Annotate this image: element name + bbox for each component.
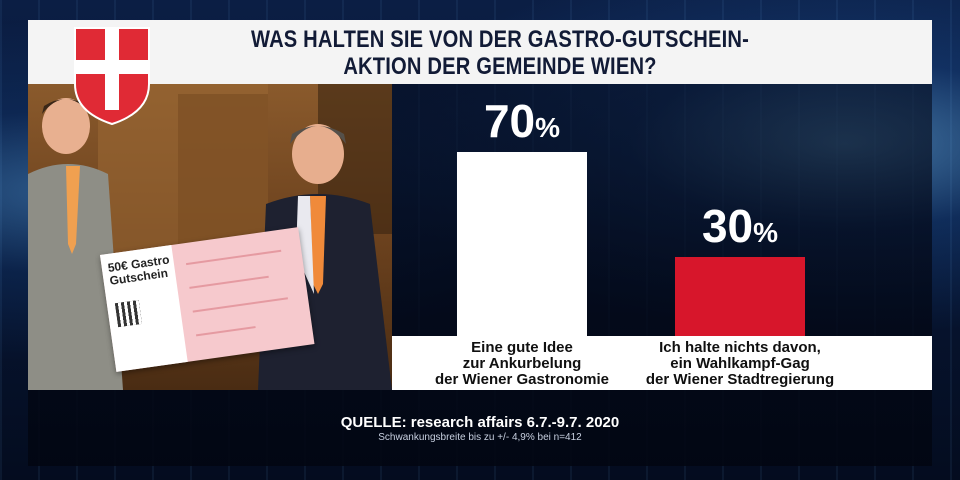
vienna-coat-of-arms-icon [74, 27, 150, 126]
qr-code-icon [114, 300, 142, 328]
title-line-2: AKTION DER GEMEINDE WIEN? [343, 53, 657, 80]
category-line: Eine gute Idee [471, 339, 573, 356]
voucher-line [185, 249, 282, 266]
value-label-gute-idee: 70% [442, 94, 602, 148]
bar-gute-idee [457, 152, 587, 336]
value-label-nichts-davon: 30% [660, 199, 820, 253]
voucher-stub: 50€ Gastro Gutschein [100, 244, 188, 372]
source-line: QUELLE: research affairs 6.7.-9.7. 2020 [340, 414, 620, 431]
voucher-line [192, 297, 288, 313]
category-label-nichts-davon: Ich halte nichts davon, ein Wahlkampf-Ga… [625, 340, 855, 388]
value-unit: % [535, 112, 561, 143]
header-bar [28, 20, 932, 84]
category-line: ein Wahlkampf-Gag [670, 355, 810, 372]
value-number: 70 [483, 95, 536, 147]
category-label-band [392, 336, 932, 390]
title-line-1: WAS HALTEN SIE VON DER GASTRO-GUTSCHEIN- [250, 26, 750, 53]
category-line: der Wiener Stadtregierung [645, 371, 835, 388]
voucher-line [189, 275, 269, 289]
value-unit: % [753, 217, 779, 249]
category-line: zur Ankurbelung [462, 355, 582, 372]
category-line: Ich halte nichts davon, [659, 339, 821, 356]
voucher-line [195, 326, 256, 337]
chart-title: WAS HALTEN SIE VON DER GASTRO-GUTSCHEIN-… [206, 26, 794, 80]
voucher-title: 50€ Gastro Gutschein [107, 252, 172, 287]
bar-nichts-davon [675, 257, 805, 336]
category-label-gute-idee: Eine gute Idee zur Ankurbelung der Wiene… [407, 340, 637, 388]
category-line: der Wiener Gastronomie [434, 371, 610, 388]
value-number: 30 [701, 200, 754, 253]
margin-of-error-line: Schwankungsbreite bis zu +/- 4,9% bei n=… [378, 432, 582, 443]
